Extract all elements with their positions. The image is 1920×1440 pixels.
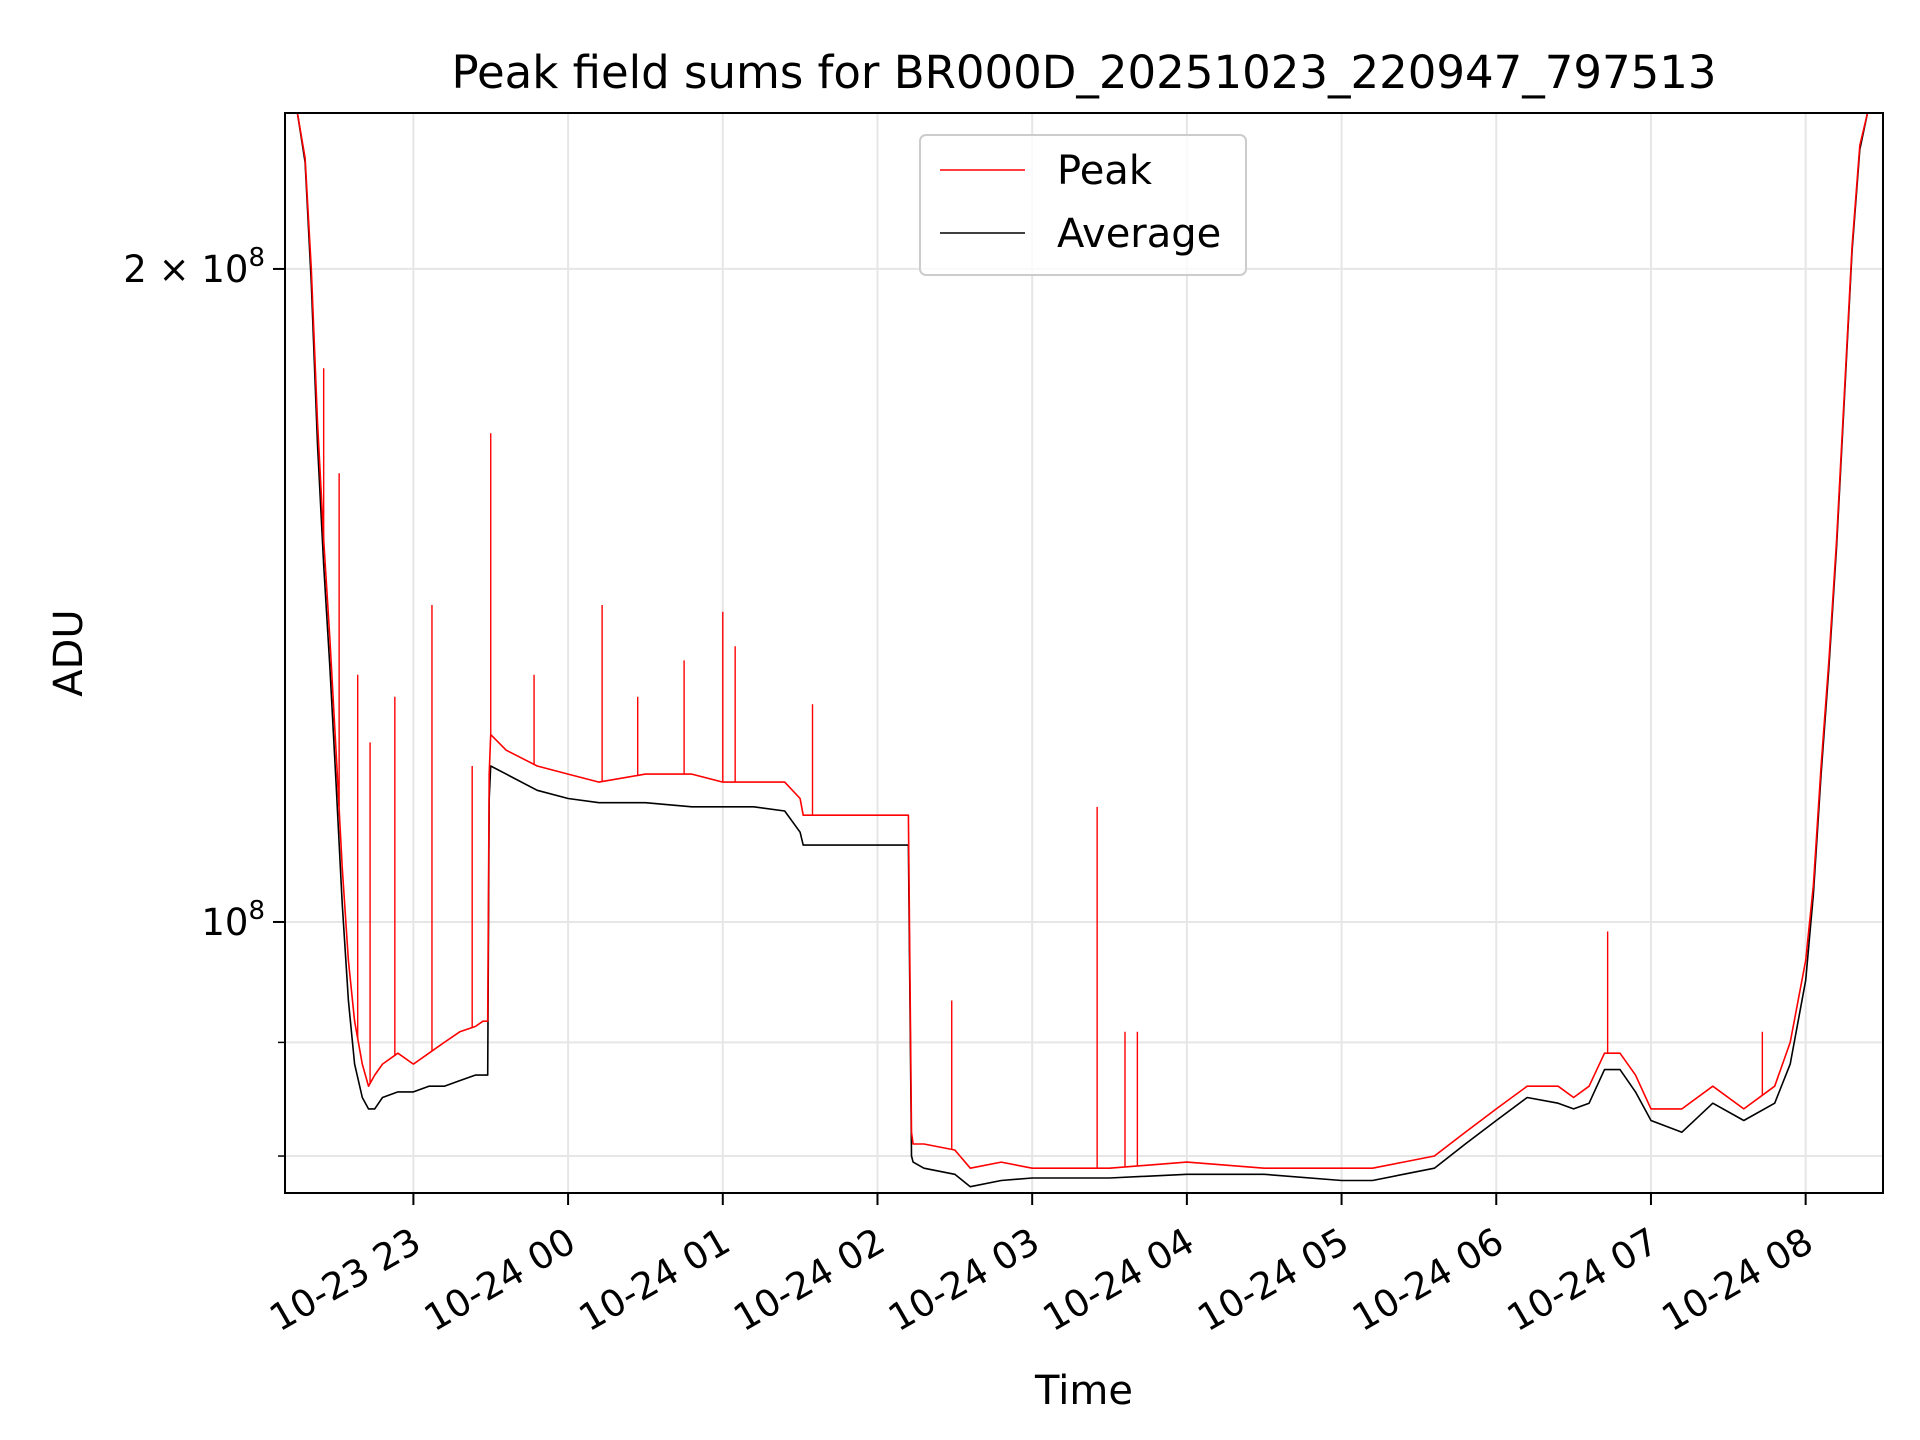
plot-lines — [286, 113, 1876, 1188]
legend-label-peak: Peak — [1057, 148, 1153, 194]
y-tick-label: 2 × 108 — [123, 243, 265, 291]
chart-title: Peak field sums for BR000D_20251023_2209… — [451, 46, 1716, 99]
legend-label-average: Average — [1057, 211, 1221, 257]
y-axis-label: ADU — [46, 609, 92, 696]
legend: Peak Average — [919, 134, 1247, 276]
series-line-peak — [286, 113, 1876, 1169]
y-axis: 108 2 × 108 — [123, 243, 285, 1157]
x-axis-label: Time — [1034, 1368, 1133, 1414]
y-tick-label: 108 — [201, 896, 265, 944]
plot-frame — [284, 112, 1884, 1194]
